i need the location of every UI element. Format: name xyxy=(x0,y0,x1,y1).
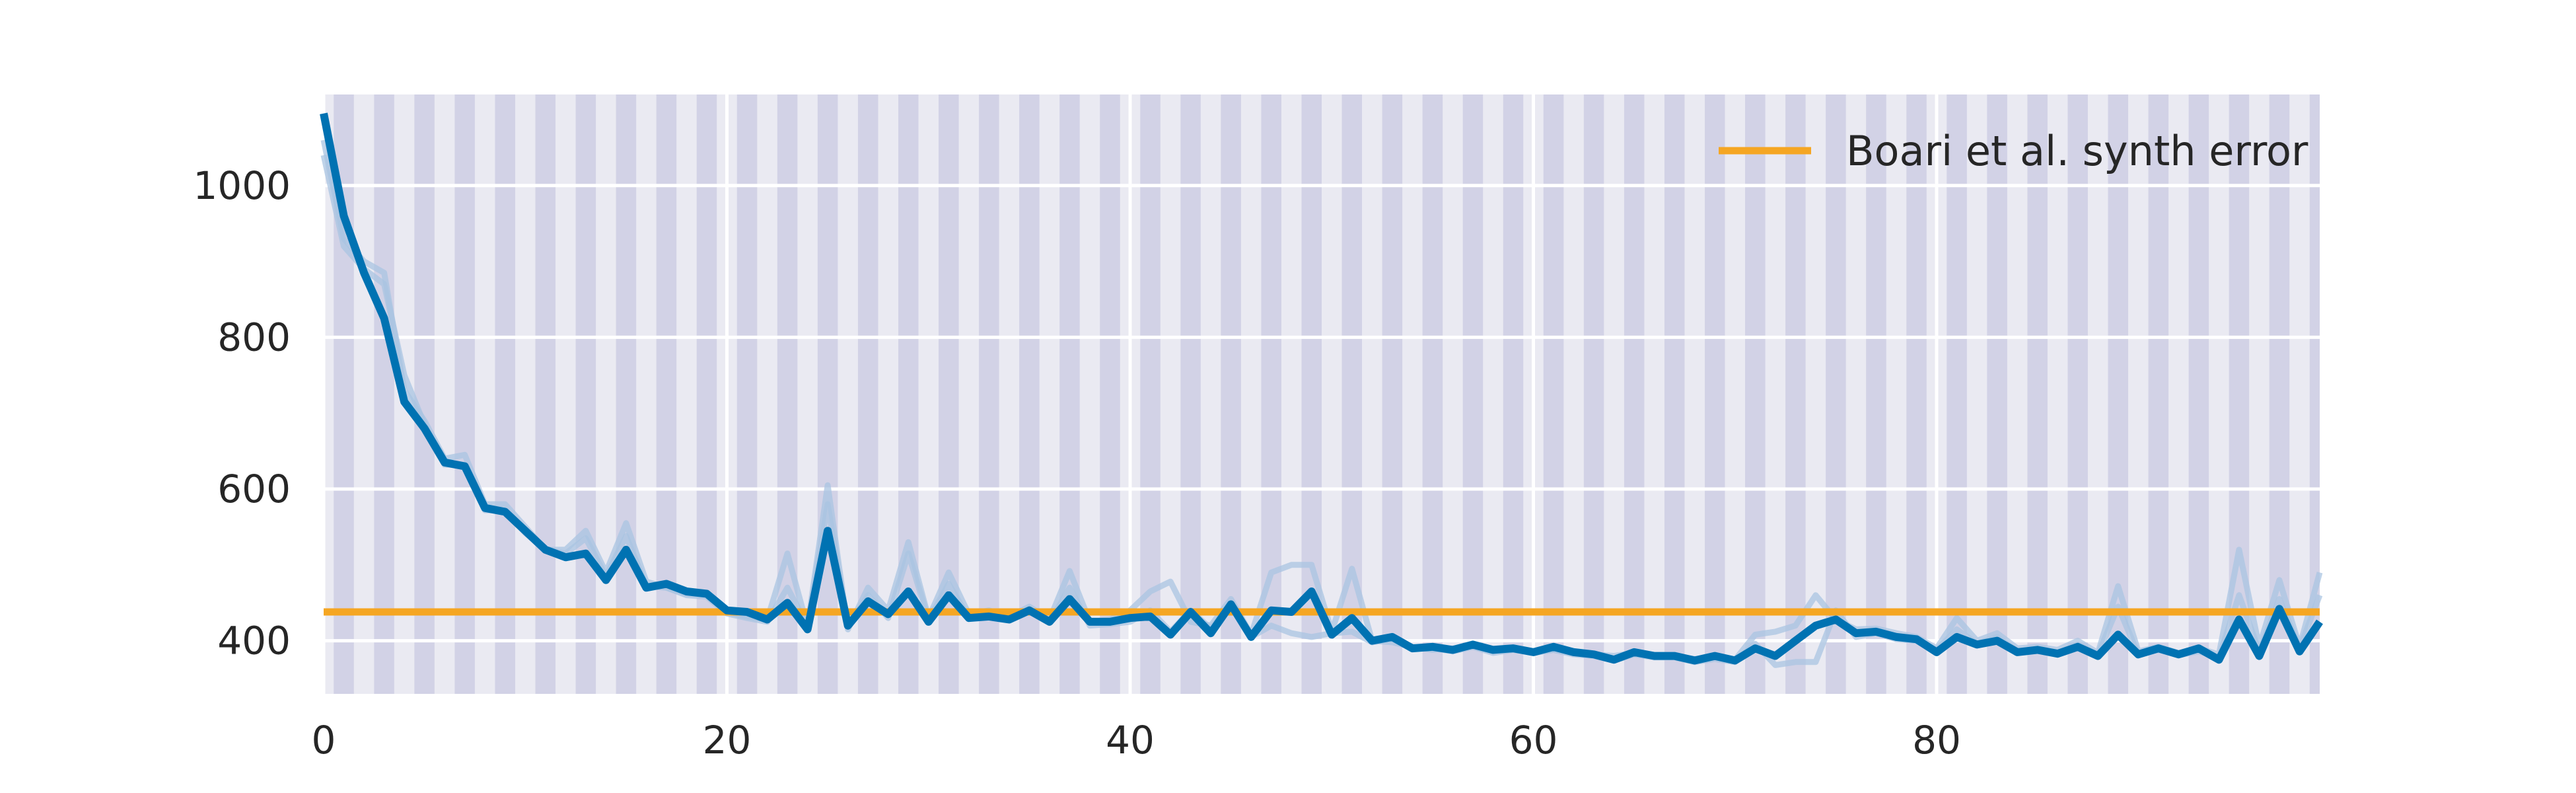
x-tick-label: 0 xyxy=(312,718,336,763)
shaded-band xyxy=(454,94,475,694)
legend: Boari et al. synth error xyxy=(1719,127,2308,175)
x-tick-label: 40 xyxy=(1106,718,1155,763)
shaded-band xyxy=(1543,94,1564,694)
shaded-band xyxy=(1826,94,1846,694)
shaded-band xyxy=(1624,94,1645,694)
shaded-band xyxy=(1745,94,1766,694)
shaded-band xyxy=(1906,94,1927,694)
y-tick-label: 400 xyxy=(217,619,291,663)
shaded-band xyxy=(817,94,838,694)
shaded-bands xyxy=(334,94,2320,694)
y-tick-label: 1000 xyxy=(193,163,291,208)
shaded-band xyxy=(1180,94,1201,694)
shaded-band xyxy=(495,94,515,694)
shaded-band xyxy=(1462,94,1484,694)
shaded-band xyxy=(2148,94,2169,694)
shaded-band xyxy=(1987,94,2007,694)
y-tick-label: 600 xyxy=(217,467,291,511)
shaded-band xyxy=(1503,94,1524,694)
shaded-band xyxy=(1664,94,1685,694)
shaded-band xyxy=(374,94,394,694)
y-axis-ticks: 400 600 800 1000 xyxy=(193,163,291,663)
main-series-line xyxy=(320,112,2323,665)
y-tick-label: 800 xyxy=(217,315,291,359)
shaded-band xyxy=(414,94,435,694)
shaded-band xyxy=(979,94,999,694)
legend-label: Boari et al. synth error xyxy=(1846,127,2308,175)
shaded-band xyxy=(656,94,677,694)
x-tick-label: 80 xyxy=(1912,718,1961,763)
x-tick-label: 20 xyxy=(703,718,752,763)
shaded-band xyxy=(1422,94,1443,694)
shaded-band xyxy=(1947,94,1967,694)
shaded-band xyxy=(575,94,596,694)
shaded-band xyxy=(1866,94,1886,694)
shaded-band xyxy=(616,94,637,694)
shaded-band xyxy=(535,94,556,694)
shaded-band xyxy=(736,94,758,694)
x-axis-ticks: 0 20 40 60 80 xyxy=(312,718,1961,763)
shaded-band xyxy=(2309,94,2320,694)
x-tick-label: 60 xyxy=(1509,718,1558,763)
shaded-band xyxy=(1382,94,1403,694)
shaded-band xyxy=(2188,94,2209,694)
shaded-band xyxy=(1583,94,1604,694)
main-series-path xyxy=(320,112,2323,665)
shaded-band xyxy=(2027,94,2048,694)
shaded-band xyxy=(1100,94,1120,694)
shaded-band xyxy=(1221,94,1241,694)
shaded-band xyxy=(1019,94,1040,694)
shaded-band xyxy=(1704,94,1725,694)
shaded-band xyxy=(1785,94,1806,694)
shaded-band xyxy=(2067,94,2088,694)
